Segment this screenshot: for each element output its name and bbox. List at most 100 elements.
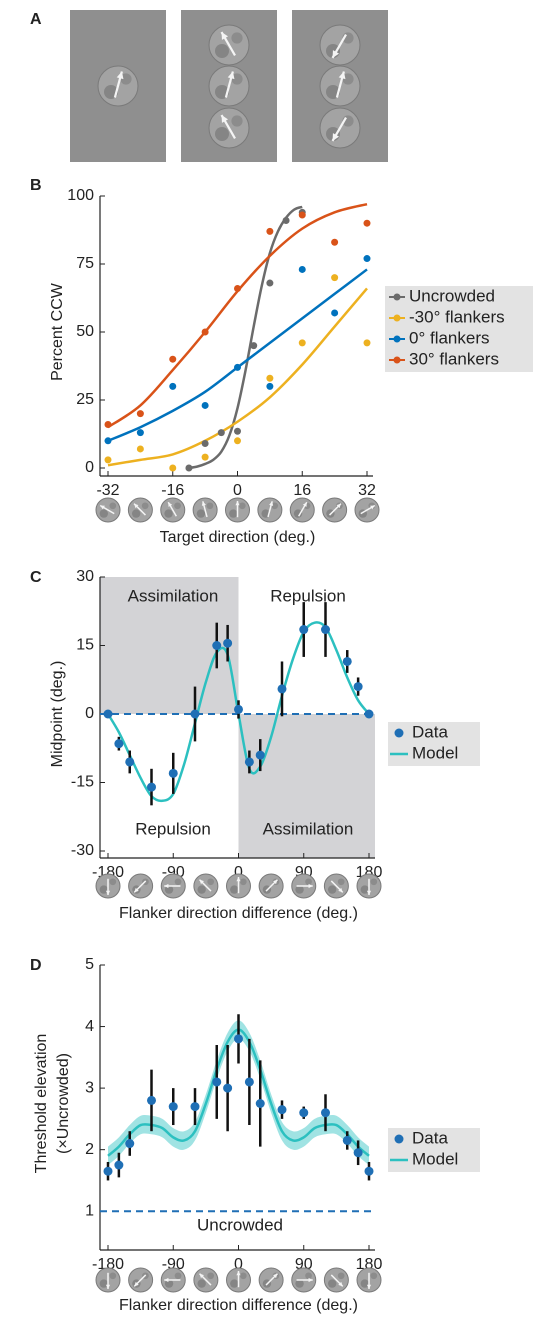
legend-label: Data (412, 722, 448, 741)
data-point (212, 1077, 222, 1087)
legend-label: 30° flankers (409, 349, 499, 368)
data-point (353, 1148, 363, 1158)
data-point (298, 211, 306, 219)
data-point (201, 401, 209, 409)
annotation: Assimilation (263, 819, 354, 838)
arrow-head (338, 1281, 343, 1287)
data-point (169, 355, 177, 363)
data-point (364, 709, 374, 719)
fit-line (107, 268, 368, 442)
stimulus-blob (215, 44, 229, 58)
arrow-head (164, 1277, 169, 1283)
annotation: Uncrowded (197, 1215, 283, 1234)
data-point (104, 456, 112, 464)
stimulus-blob (206, 502, 214, 510)
data-point (136, 445, 144, 453)
data-point (255, 750, 265, 760)
y-tick-label: 75 (76, 255, 94, 272)
arrow-head (134, 503, 139, 509)
stimulus-blob (238, 502, 246, 510)
fit-line (188, 205, 303, 470)
stimulus-blob (109, 1272, 117, 1280)
legend-box (388, 1128, 480, 1172)
x-tick-label: -16 (161, 482, 184, 499)
data-point (201, 328, 209, 336)
arrow-head (105, 1284, 111, 1289)
x-tick-label: 0 (234, 864, 243, 881)
x-tick-label: 180 (356, 1256, 383, 1273)
stimulus-blob (360, 1279, 369, 1288)
data-point (353, 682, 363, 692)
data-point (266, 382, 274, 390)
stimulus-blob (231, 73, 243, 85)
stimulus-blob (360, 885, 369, 894)
stimulus-blob (327, 885, 337, 894)
stimulus-blob (207, 1272, 215, 1280)
x-tick-label: 32 (358, 482, 376, 499)
stimulus-blob (120, 73, 132, 85)
arrow-head (164, 883, 169, 889)
legend-label: Model (412, 1149, 458, 1168)
arrow-head (332, 133, 340, 141)
data-point (363, 219, 371, 227)
stimulus-blob (229, 509, 238, 518)
legend-marker (394, 1134, 404, 1144)
data-point (277, 684, 287, 694)
data-point (277, 1105, 287, 1115)
stimulus-blob (109, 502, 117, 510)
x-tick-label: 0 (233, 482, 242, 499)
arrow-head (336, 503, 341, 509)
shaded-region (238, 714, 375, 858)
data-point (104, 420, 112, 428)
data-point (234, 1034, 243, 1044)
arrow-head (366, 1284, 372, 1289)
arrow-head (370, 505, 375, 510)
fit-line (107, 202, 368, 429)
stimulus-blob (164, 1279, 174, 1288)
data-point (223, 638, 233, 648)
y-tick-label: -15 (71, 774, 94, 791)
stimulus-blob (271, 502, 279, 510)
data-point (282, 216, 290, 224)
arrow-head (308, 1277, 313, 1283)
y-axis-label: Midpoint (deg.) (49, 661, 66, 768)
y-tick-label: 100 (67, 187, 94, 204)
stimulus-blob (207, 878, 215, 886)
data-point (217, 429, 225, 437)
data-point (190, 709, 200, 719)
arrow-head (227, 71, 235, 80)
y-tick-label: -30 (71, 842, 94, 859)
data-point (331, 309, 339, 317)
data-point (331, 274, 339, 282)
stimulus-blob (231, 32, 243, 44)
arrow-head (366, 890, 372, 895)
data-point (136, 429, 144, 437)
data-point (114, 739, 124, 749)
data-point (234, 427, 241, 435)
annotation: Assimilation (128, 586, 219, 605)
legend-label: Uncrowded (409, 286, 495, 305)
data-point (321, 1108, 330, 1118)
arrow-head (235, 501, 240, 506)
data-point (212, 641, 222, 650)
legend-label: Data (412, 1128, 448, 1147)
data-point (190, 1102, 200, 1112)
stimulus-blob (230, 885, 239, 894)
data-point (234, 437, 241, 445)
data-point (169, 382, 177, 390)
data-point (244, 1077, 254, 1087)
panel-label: C (30, 569, 42, 586)
data-point (234, 284, 241, 292)
stimulus-blob (215, 127, 229, 141)
data-point (342, 656, 352, 666)
legend-label: Model (412, 743, 458, 762)
arrow-head (332, 50, 340, 58)
arrow-head (199, 879, 204, 885)
annotation: Repulsion (270, 586, 346, 605)
data-point (266, 279, 274, 287)
data-point (103, 1166, 113, 1176)
data-point (321, 625, 330, 635)
arrow-head (221, 115, 229, 123)
stimulus-blob (239, 878, 247, 886)
data-point (299, 1108, 309, 1118)
